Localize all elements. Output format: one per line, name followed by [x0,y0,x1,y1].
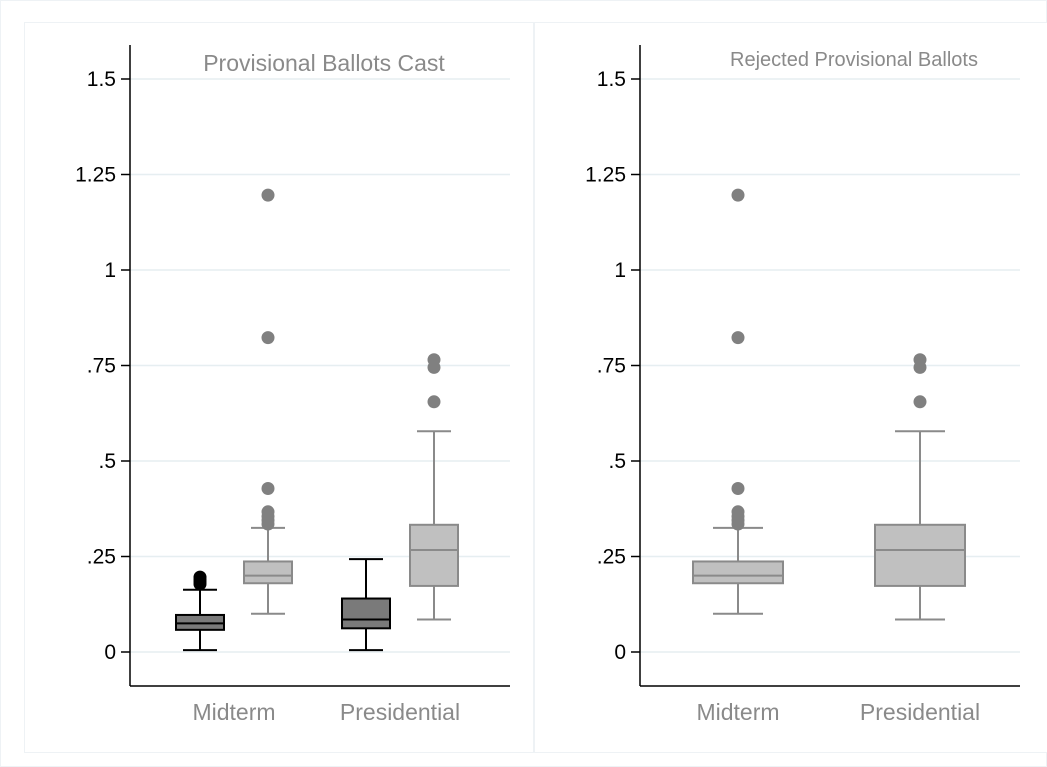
box-presidential-light [409,353,459,621]
box-iqr [409,523,459,587]
chart-panel-2: 0 .25 .5 .75 1 1.25 1.5 Midterm Presidential Reje… [534,22,1047,753]
outlier-point [261,482,275,496]
panel-frame [24,22,534,753]
outlier-point [427,395,441,409]
chart-panel-1: 0 .25 .5 .75 1 1.25 1.5 Midterm Presidential Prov… [24,22,534,753]
y-tick-label: .5 [608,450,626,473]
outlier-point [193,570,207,584]
outlier-point [731,188,745,202]
y-tick-label: 1 [104,259,116,282]
box-iqr [874,523,966,587]
box-midterm-dark [175,570,225,652]
panel-title: Rejected Provisional Ballots [730,49,978,71]
y-tick-label: .25 [87,546,116,569]
box-midterm-light [243,188,293,615]
y-tick-label: 1.25 [75,164,116,187]
box-presidential-light [874,353,966,621]
y-tick-label: 1.5 [87,68,116,91]
y-tick-label: 0 [614,641,626,664]
box-presidential-dark [341,558,391,652]
y-tick-label: 0 [104,641,116,664]
outlier-point [427,353,441,367]
y-tick-label: .75 [87,355,116,378]
outlier-point [913,353,927,367]
outlier-point [913,395,927,409]
outlier-point [261,505,275,519]
y-tick-label: 1.25 [585,164,626,187]
y-tick-label: .25 [597,546,626,569]
outlier-point [261,188,275,202]
y-tick-label: .5 [98,450,116,473]
outlier-point [731,331,745,345]
x-category-label: Midterm [696,699,779,725]
box-iqr [243,560,293,585]
box-iqr [341,597,391,630]
y-tick-label: .75 [597,355,626,378]
outlier-point [731,505,745,519]
outlier-point [731,482,745,496]
outlier-point [261,331,275,345]
panel-frame [534,22,1047,753]
panel-title: Provisional Ballots Cast [203,50,445,76]
y-tick-label: 1 [614,259,626,282]
x-category-label: Midterm [192,699,275,725]
x-category-label: Presidential [860,699,980,725]
box-midterm-light [692,188,784,615]
y-tick-label: 1.5 [597,68,626,91]
x-category-label: Presidential [340,699,460,725]
box-iqr [692,560,784,585]
